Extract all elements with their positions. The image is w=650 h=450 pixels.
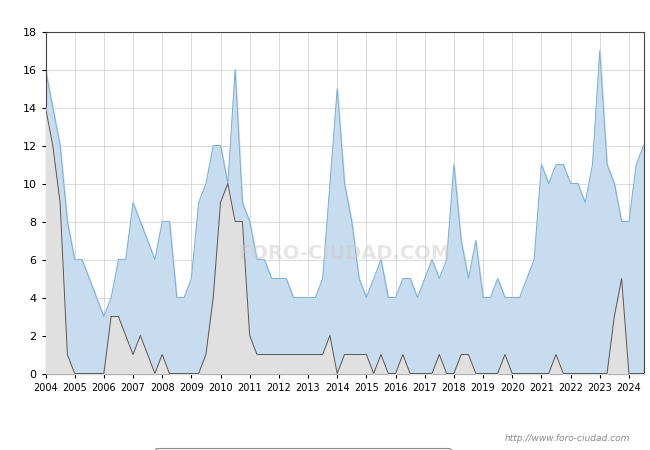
Text: FORO-CIUDAD.COM: FORO-CIUDAD.COM — [239, 244, 450, 263]
Text: Villafranca del Bierzo - Evolucion del Nº de Transacciones Inmobiliarias: Villafranca del Bierzo - Evolucion del N… — [89, 10, 561, 23]
Text: http://www.foro-ciudad.com: http://www.foro-ciudad.com — [505, 434, 630, 443]
Legend: Viviendas Nuevas, Viviendas Usadas: Viviendas Nuevas, Viviendas Usadas — [155, 448, 450, 450]
